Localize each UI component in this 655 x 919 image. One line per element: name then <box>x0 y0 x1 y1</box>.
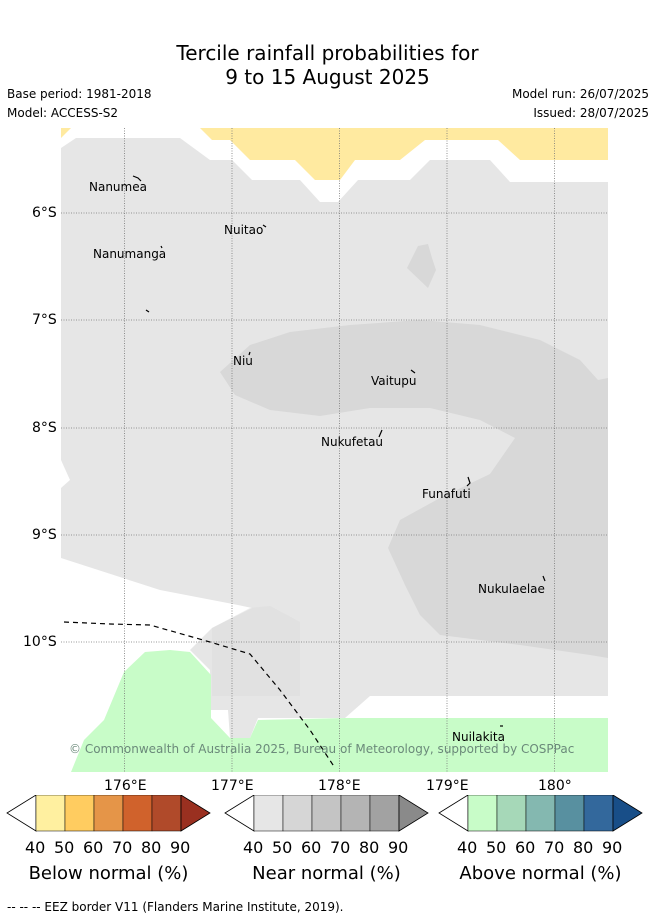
place-nanumea: Nanumea <box>89 180 147 194</box>
gap-region <box>61 460 70 488</box>
place-nanumanga: Nanumanga <box>93 247 167 261</box>
lon-label-176e: 176°E <box>104 778 147 794</box>
above-tick-60: 60 <box>515 838 536 857</box>
colorbars <box>6 795 643 832</box>
near-tick-60: 60 <box>301 838 322 857</box>
place-nukulaelae: Nukulaelae <box>478 582 545 596</box>
lat-label-9s: 9°S <box>32 527 57 543</box>
map-title-line2: 9 to 15 August 2025 <box>225 65 430 89</box>
near-normal-blob <box>407 244 436 288</box>
lat-label-6s: 6°S <box>32 205 57 221</box>
above-normal-region-south <box>71 650 608 772</box>
map-title-line1: Tercile rainfall probabilities for <box>176 41 479 65</box>
island-marks <box>132 175 546 727</box>
lon-label-179e: 179°E <box>426 778 469 794</box>
model-run: Model run: 26/07/2025 <box>511 87 649 101</box>
place-nuitao: Nuitao <box>224 223 264 237</box>
near-normal-lower <box>212 606 300 696</box>
above-tick-80: 80 <box>573 838 594 857</box>
issued-date: Issued: 28/07/2025 <box>533 106 649 120</box>
colorbar-below-normal <box>6 795 211 832</box>
place-niu: Niu <box>233 354 253 368</box>
lon-label-177e: 177°E <box>211 778 254 794</box>
lon-label-180: 180° <box>538 778 572 794</box>
place-vaitupu: Vaitupu <box>371 374 417 388</box>
below-tick-80: 80 <box>141 838 162 857</box>
below-normal-region <box>61 128 608 180</box>
colorbar-label-above: Above normal (%) <box>459 863 622 884</box>
near-tick-40: 40 <box>243 838 264 857</box>
near-normal-region-50 <box>220 320 608 658</box>
base-period: Base period: 1981-2018 <box>7 87 152 101</box>
lon-label-178e: 178°E <box>318 778 361 794</box>
below-tick-40: 40 <box>25 838 46 857</box>
colorbar-above-normal <box>438 795 643 832</box>
lat-label-10s: 10°S <box>23 634 57 650</box>
below-tick-60: 60 <box>83 838 104 857</box>
place-nuilakita: Nuilakita <box>452 730 505 744</box>
near-tick-70: 70 <box>330 838 351 857</box>
colorbar-label-near: Near normal (%) <box>252 863 401 884</box>
colorbar-ticks: 40 50 60 70 80 90 40 50 60 70 80 90 40 5… <box>0 838 655 860</box>
colorbar-label-below: Below normal (%) <box>28 863 189 884</box>
place-nukufetau: Nukufetau <box>321 435 384 449</box>
above-tick-40: 40 <box>457 838 478 857</box>
below-tick-70: 70 <box>112 838 133 857</box>
below-tick-50: 50 <box>54 838 75 857</box>
above-tick-50: 50 <box>486 838 507 857</box>
below-tick-90: 90 <box>170 838 191 857</box>
copyright-notice: © Commonwealth of Australia 2025, Bureau… <box>69 742 575 756</box>
near-tick-80: 80 <box>359 838 380 857</box>
near-tick-50: 50 <box>272 838 293 857</box>
grid-lines <box>61 128 608 772</box>
near-tick-90: 90 <box>388 838 409 857</box>
eez-footnote: -- -- -- EEZ border V11 (Flanders Marine… <box>7 900 344 914</box>
colorbar-near-normal <box>224 795 429 832</box>
lat-label-8s: 8°S <box>32 420 57 436</box>
above-tick-90: 90 <box>602 838 623 857</box>
lat-label-7s: 7°S <box>32 312 57 328</box>
model-name: Model: ACCESS-S2 <box>7 106 119 120</box>
above-tick-70: 70 <box>544 838 565 857</box>
place-funafuti: Funafuti <box>422 487 471 501</box>
